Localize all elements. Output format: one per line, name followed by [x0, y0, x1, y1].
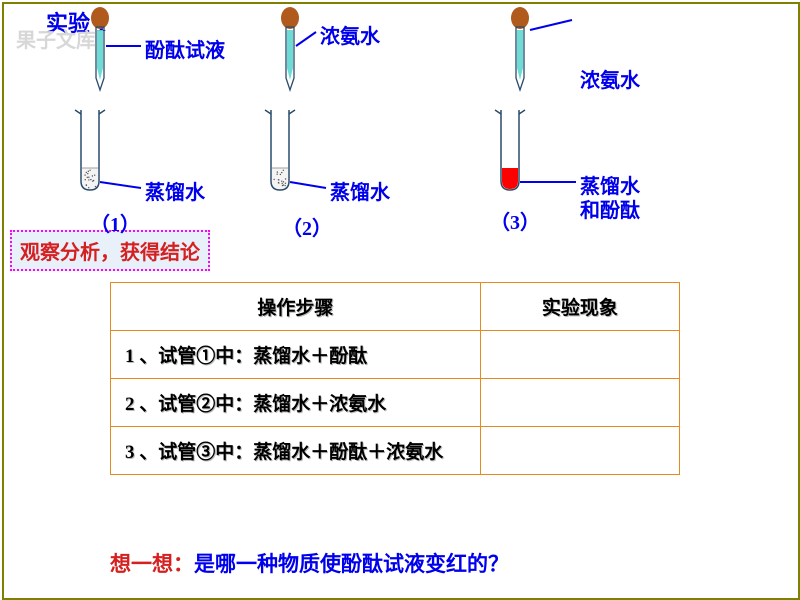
- dropper-label: 浓氨水: [320, 20, 380, 49]
- question-line: 想一想：是哪一种物质使酚酞试液变红的？: [110, 548, 509, 578]
- cell-result: [480, 379, 679, 427]
- setup-number: （1）: [90, 208, 140, 237]
- question-body: 是哪一种物质使酚酞试液变红的？: [194, 552, 509, 576]
- question-prefix: 想一想：: [110, 552, 194, 576]
- table-header-row: 操作步骤 实验现象: [111, 283, 680, 331]
- table-row: 1 、试管①中：蒸馏水＋酚酞: [111, 331, 680, 379]
- setup-number: （2）: [282, 212, 332, 241]
- tube-label-2: 和酚酞: [580, 194, 640, 223]
- cell-steps: 1 、试管①中：蒸馏水＋酚酞: [111, 331, 481, 379]
- tube-label: 蒸馏水: [145, 176, 205, 205]
- table-row: 3 、试管③中：蒸馏水＋酚酞＋浓氨水: [111, 427, 680, 475]
- cell-result: [480, 427, 679, 475]
- cell-steps: 3 、试管③中：蒸馏水＋酚酞＋浓氨水: [111, 427, 481, 475]
- cell-result: [480, 331, 679, 379]
- table-row: 2 、试管②中：蒸馏水＋浓氨水: [111, 379, 680, 427]
- experiment-table: 操作步骤 实验现象 1 、试管①中：蒸馏水＋酚酞2 、试管②中：蒸馏水＋浓氨水3…: [110, 282, 680, 475]
- cell-steps: 2 、试管②中：蒸馏水＋浓氨水: [111, 379, 481, 427]
- dropper-label: 浓氨水: [580, 64, 640, 93]
- col-header-steps: 操作步骤: [111, 283, 481, 331]
- setup-number: （3）: [490, 206, 540, 235]
- col-header-result: 实验现象: [480, 283, 679, 331]
- dropper-label: 酚酞试液: [145, 34, 225, 63]
- tube-label: 蒸馏水: [330, 176, 390, 205]
- watermark: 果子文库: [16, 24, 96, 53]
